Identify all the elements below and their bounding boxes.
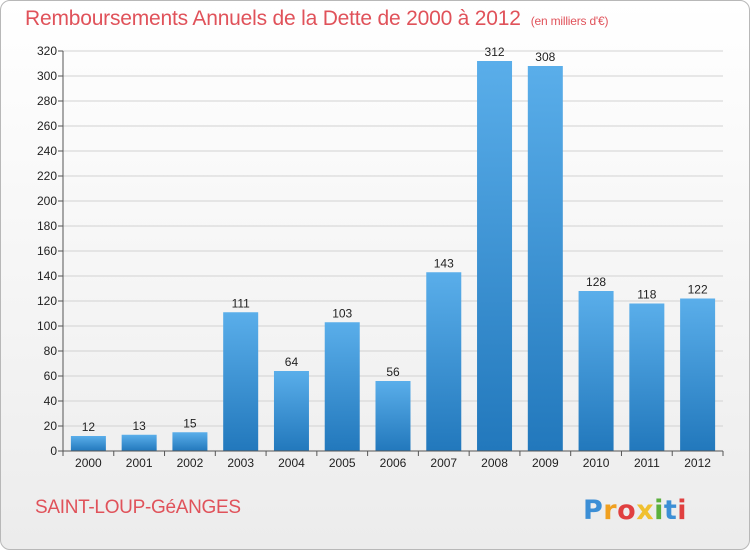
y-tick-label: 180 — [37, 219, 57, 233]
value-label: 122 — [688, 283, 708, 297]
value-label: 118 — [637, 288, 656, 302]
value-label: 12 — [82, 420, 96, 434]
x-tick-label: 2006 — [380, 456, 407, 470]
y-tick-label: 40 — [44, 394, 58, 408]
bar — [680, 298, 716, 451]
bar — [578, 291, 614, 451]
x-tick-label: 2002 — [177, 456, 204, 470]
value-label: 111 — [232, 296, 251, 310]
y-tick-label: 220 — [37, 169, 57, 183]
x-tick-label: 2010 — [583, 456, 610, 470]
y-tick-label: 160 — [37, 244, 57, 258]
y-tick-label: 140 — [37, 269, 57, 283]
bar — [375, 381, 411, 451]
y-tick-label: 60 — [44, 369, 58, 383]
x-tick-label: 2005 — [329, 456, 356, 470]
bar — [477, 61, 513, 451]
value-label: 64 — [285, 355, 299, 369]
value-label: 143 — [434, 256, 454, 270]
chart-title: Remboursements Annuels de la Dette de 20… — [25, 7, 608, 31]
x-tick-label: 2001 — [126, 456, 153, 470]
axes: 0 20 40 60 80 100 120 140 160 180 200 220 240 260 280 3… — [37, 44, 724, 470]
unit-note: (en milliers d'€) — [530, 14, 609, 28]
bar — [426, 272, 462, 451]
bar — [172, 432, 208, 451]
y-tick-label: 120 — [37, 294, 57, 308]
y-tick-label: 100 — [37, 319, 57, 333]
x-tick-label: 2000 — [75, 456, 102, 470]
y-tick-label: 280 — [37, 94, 57, 108]
x-tick-label: 2009 — [532, 456, 559, 470]
y-tick-label: 20 — [44, 419, 58, 433]
bars: 12 13 15 111 64 103 56 143 312 308 128 118 122 — [70, 45, 716, 451]
y-tick-label: 260 — [37, 119, 57, 133]
commune-name: SAINT-LOUP-GéANGES — [35, 497, 241, 518]
bar — [273, 371, 309, 451]
value-label: 15 — [183, 416, 197, 430]
bar — [324, 322, 360, 451]
value-label: 308 — [535, 50, 555, 64]
y-tick-label: 320 — [37, 44, 57, 58]
y-tick-label: 300 — [37, 69, 57, 83]
bar — [70, 436, 106, 451]
bar — [223, 312, 259, 451]
y-tick-label: 0 — [50, 444, 57, 458]
x-tick-label: 2012 — [684, 456, 711, 470]
value-label: 13 — [132, 419, 146, 433]
y-tick-label: 240 — [37, 144, 57, 158]
x-tick-label: 2011 — [634, 456, 660, 470]
value-label: 312 — [485, 45, 505, 59]
y-tick-label: 200 — [37, 194, 57, 208]
value-label: 103 — [332, 306, 352, 320]
bar — [527, 66, 563, 451]
x-tick-label: 2008 — [481, 456, 508, 470]
x-tick-label: 2007 — [430, 456, 457, 470]
chart-title-text: Remboursements Annuels de la Dette de 20… — [25, 7, 521, 30]
x-tick-label: 2003 — [227, 456, 254, 470]
value-label: 128 — [586, 275, 606, 289]
bar — [121, 434, 157, 451]
y-tick-label: 80 — [44, 344, 58, 358]
value-label: 56 — [386, 365, 400, 379]
bar — [629, 303, 665, 451]
svg-text:Proxiti: Proxiti — [583, 495, 687, 526]
x-tick-label: 2004 — [278, 456, 305, 470]
proxiti-logo: Proxiti — [583, 495, 687, 526]
